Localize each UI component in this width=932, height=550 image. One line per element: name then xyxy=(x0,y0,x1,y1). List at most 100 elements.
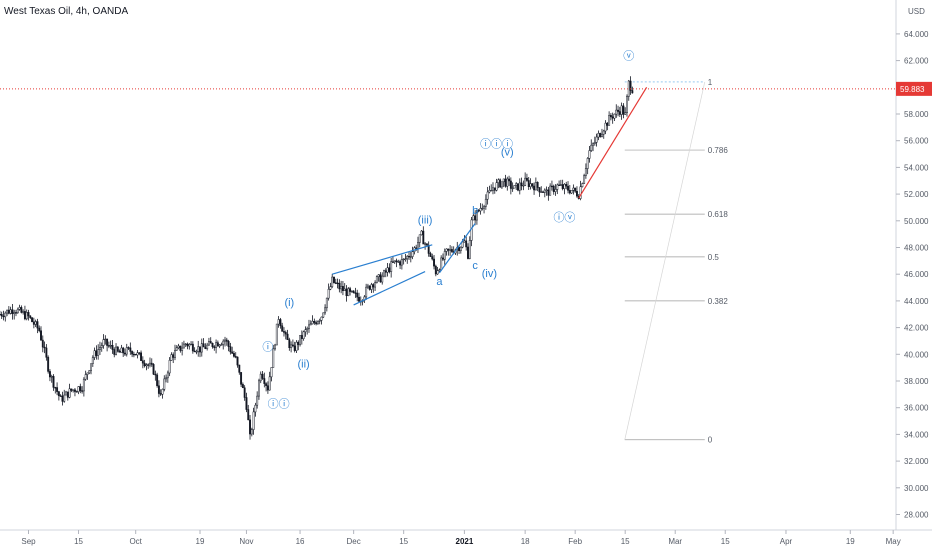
price-candle-body xyxy=(565,184,568,187)
price-candle-body xyxy=(270,367,273,378)
price-candle-body xyxy=(152,364,155,375)
price-candle-body xyxy=(184,343,187,346)
price-candle-body xyxy=(18,307,21,310)
price-candle-body xyxy=(11,309,14,315)
price-candle-body xyxy=(550,185,553,188)
price-candle-body xyxy=(424,243,427,245)
price-candle-body xyxy=(400,259,403,266)
price-candle-body xyxy=(313,320,316,323)
price-candle-body xyxy=(182,343,185,349)
price-candle-body xyxy=(190,343,193,346)
price-candle-body xyxy=(468,240,471,259)
price-candle-body xyxy=(75,391,78,393)
price-candle-body xyxy=(559,184,562,186)
price-candle-body xyxy=(99,347,101,350)
price-candle-body xyxy=(324,307,327,314)
price-candle-body xyxy=(63,394,66,402)
last-price-label: 59.883 xyxy=(900,85,925,94)
price-candle-body xyxy=(506,178,509,187)
price-candle-body xyxy=(345,288,348,297)
price-candle-body xyxy=(533,185,536,191)
y-tick-label: 30.000 xyxy=(904,484,929,493)
price-candle-body xyxy=(372,284,375,288)
x-tick-label: Apr xyxy=(780,537,793,546)
price-candle-body xyxy=(156,374,159,387)
price-candle-body xyxy=(447,248,450,251)
price-candle-body xyxy=(134,353,137,356)
x-tick-label: Sep xyxy=(21,537,36,546)
price-candle-body xyxy=(393,260,396,263)
x-tick-label: 15 xyxy=(721,537,730,546)
price-candle-body xyxy=(140,352,142,361)
price-candle-body xyxy=(2,315,5,318)
y-tick-label: 32.000 xyxy=(904,457,929,466)
price-candle-body xyxy=(475,210,478,221)
red-trend-line xyxy=(578,86,648,199)
fib-level-label: 0.5 xyxy=(708,253,720,262)
wave-label: c xyxy=(472,260,478,272)
price-candle-body xyxy=(61,395,64,402)
price-candle-body xyxy=(154,373,157,376)
price-candle-body xyxy=(320,316,323,321)
price-candle-body xyxy=(261,373,264,379)
price-candle-body xyxy=(202,343,205,348)
price-candle-body xyxy=(136,352,139,356)
price-candle-body xyxy=(48,371,51,378)
price-candle-body xyxy=(127,347,130,349)
wave-label: (iv) xyxy=(482,268,497,280)
price-candle-body xyxy=(31,317,34,323)
price-candle-body xyxy=(517,183,519,191)
wave-label: (v) xyxy=(501,146,514,158)
price-candle-body xyxy=(315,322,318,325)
y-tick-label: 48.000 xyxy=(904,244,929,253)
price-candle-body xyxy=(238,364,241,373)
price-candle-body xyxy=(266,385,269,391)
price-candle-body xyxy=(159,393,162,395)
x-tick-label: Dec xyxy=(347,537,361,546)
currency-label: USD xyxy=(908,7,925,16)
price-candle-body xyxy=(340,286,343,290)
price-candle-body xyxy=(308,324,310,329)
price-candle-body xyxy=(381,275,384,283)
price-candle-body xyxy=(113,349,116,355)
price-candle-body xyxy=(463,240,466,243)
price-candle-body xyxy=(543,189,546,193)
price-candle-body xyxy=(563,184,566,189)
price-candle-body xyxy=(561,184,564,189)
price-candle-body xyxy=(547,189,550,196)
price-candle-body xyxy=(604,122,607,132)
price-candle-body xyxy=(418,234,421,243)
wave-label: ⓘⓥ xyxy=(553,211,575,224)
price-candle-body xyxy=(234,356,237,358)
price-candle-body xyxy=(50,376,53,378)
price-candle-body xyxy=(149,362,151,366)
price-candle-body xyxy=(34,321,37,325)
price-candle-body xyxy=(391,261,394,263)
price-candle-body xyxy=(513,185,516,189)
price-candle-body xyxy=(0,314,1,316)
price-candle-body xyxy=(536,182,539,188)
price-candle-body xyxy=(218,344,221,347)
price-candle-body xyxy=(143,362,146,367)
price-candle-body xyxy=(259,373,262,382)
price-candle-body xyxy=(281,325,284,332)
price-candle-body xyxy=(433,258,435,267)
price-candle-body xyxy=(525,177,528,181)
price-candle-body xyxy=(199,346,201,353)
price-candle-body xyxy=(254,404,257,413)
price-candle-body xyxy=(68,388,71,398)
price-candle-body xyxy=(157,385,160,394)
price-candle-body xyxy=(106,338,109,346)
price-candle-body xyxy=(450,249,453,252)
price-candle-body xyxy=(599,133,602,137)
price-candle-body xyxy=(224,339,226,342)
price-candle-body xyxy=(333,276,335,283)
price-candle-body xyxy=(474,215,477,221)
y-tick-label: 34.000 xyxy=(904,430,929,439)
price-candle-body xyxy=(322,312,325,318)
price-candle-body xyxy=(288,339,291,348)
price-candle-body xyxy=(436,270,439,275)
wave-label: a xyxy=(436,276,443,288)
price-candle-body xyxy=(368,285,371,290)
